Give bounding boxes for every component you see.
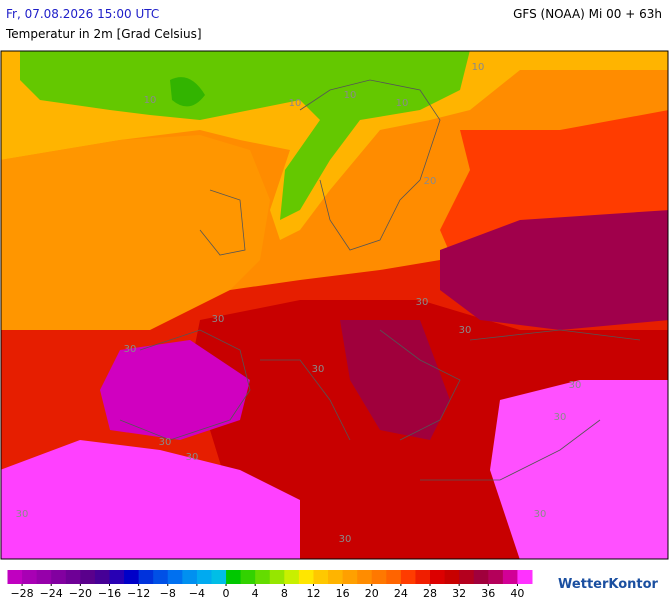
colorbar-swatch (284, 570, 300, 584)
colorbar-swatch (226, 570, 242, 584)
colorbar-tick-label: 40 (510, 587, 524, 600)
colorbar-swatch (488, 570, 504, 584)
colorbar-swatch (22, 570, 38, 584)
colorbar-tick-label: 28 (423, 587, 437, 600)
colorbar-swatch (459, 570, 475, 584)
contour-label: 10 (289, 98, 302, 109)
colorbar-swatch (7, 570, 23, 584)
colorbar-swatch (517, 570, 533, 584)
colorbar-swatch (371, 570, 387, 584)
contour-label: 30 (16, 509, 29, 520)
colorbar-tick-label: 16 (336, 587, 350, 600)
contour-label: 20 (424, 176, 437, 187)
colorbar-swatch (313, 570, 329, 584)
colorbar-tick-label: −16 (98, 587, 121, 600)
contour-label: 30 (416, 297, 429, 308)
colorbar-swatch (94, 570, 110, 584)
contour-label: 30 (459, 325, 472, 336)
colorbar-tick-label: 36 (481, 587, 495, 600)
contour-label: 30 (212, 314, 225, 325)
colorbar-swatch (124, 570, 140, 584)
colorbar-tick-label: −20 (69, 587, 92, 600)
colorbar-swatch (153, 570, 169, 584)
contour-label: 10 (144, 95, 157, 106)
contour-label: 30 (339, 534, 352, 545)
colorbar-tick-label: 24 (394, 587, 408, 600)
colorbar-swatch (444, 570, 460, 584)
contour-label: 10 (344, 90, 357, 101)
temperature-map: 10 10 10 10 10 20 30 30 30 30 30 30 30 30 30 30 30 30 (0, 50, 669, 560)
colorbar-swatch (36, 570, 52, 584)
colorbar-swatch (342, 570, 358, 584)
colorbar-tick-label: −28 (10, 587, 33, 600)
colorbar-swatch (328, 570, 344, 584)
colorbar-tick-label: −12 (127, 587, 150, 600)
colorbar-swatch (211, 570, 227, 584)
colorbar-swatch (167, 570, 183, 584)
colorbar-tick-label: −4 (189, 587, 205, 600)
colorbar-swatch (109, 570, 125, 584)
colorbar-tick-label: 12 (306, 587, 320, 600)
contour-label: 30 (124, 344, 137, 355)
colorbar-swatch (65, 570, 81, 584)
contour-label: 30 (534, 509, 547, 520)
colorbar-swatch (269, 570, 285, 584)
contour-label: 30 (569, 380, 582, 391)
colorbar-swatch (473, 570, 489, 584)
colorbar-swatch (196, 570, 212, 584)
logo: WetterKontor (558, 577, 659, 592)
colorbar-swatch (357, 570, 373, 584)
colorbar-swatch (80, 570, 96, 584)
colorbar-tick-label: 4 (252, 587, 259, 600)
map-title: Temperatur in 2m [Grad Celsius] (5, 27, 202, 41)
colorbar-swatch (138, 570, 154, 584)
colorbar-tick-label: −24 (40, 587, 63, 600)
colorbar-swatch (430, 570, 446, 584)
contour-label: 10 (472, 62, 485, 73)
colorbar-tick-label: 20 (365, 587, 379, 600)
model-run: GFS (NOAA) Mi 00 + 63h (513, 7, 662, 21)
colorbar: −28 −24 −20 −16 −12 −8 −4 0 4 8 12 16 20 24 28 32 36 40 (7, 570, 533, 600)
colorbar-swatch (255, 570, 271, 584)
colorbar-swatch (240, 570, 256, 584)
colorbar-swatch (298, 570, 314, 584)
colorbar-swatch (415, 570, 431, 584)
colorbar-swatch (386, 570, 402, 584)
colorbar-swatch (400, 570, 416, 584)
contour-label: 30 (159, 437, 172, 448)
colorbar-tick-label: 8 (281, 587, 288, 600)
contour-label: 30 (312, 364, 325, 375)
colorbar-swatch (51, 570, 67, 584)
colorbar-swatch (182, 570, 198, 584)
contour-label: 30 (554, 412, 567, 423)
colorbar-swatch (502, 570, 518, 584)
colorbar-tick-label: 0 (223, 587, 230, 600)
datetime: Fr, 07.08.2026 15:00 UTC (6, 7, 159, 21)
colorbar-tick-label: −8 (160, 587, 176, 600)
contour-label: 10 (396, 98, 409, 109)
colorbar-tick-label: 32 (452, 587, 466, 600)
contour-label: 30 (186, 452, 199, 463)
